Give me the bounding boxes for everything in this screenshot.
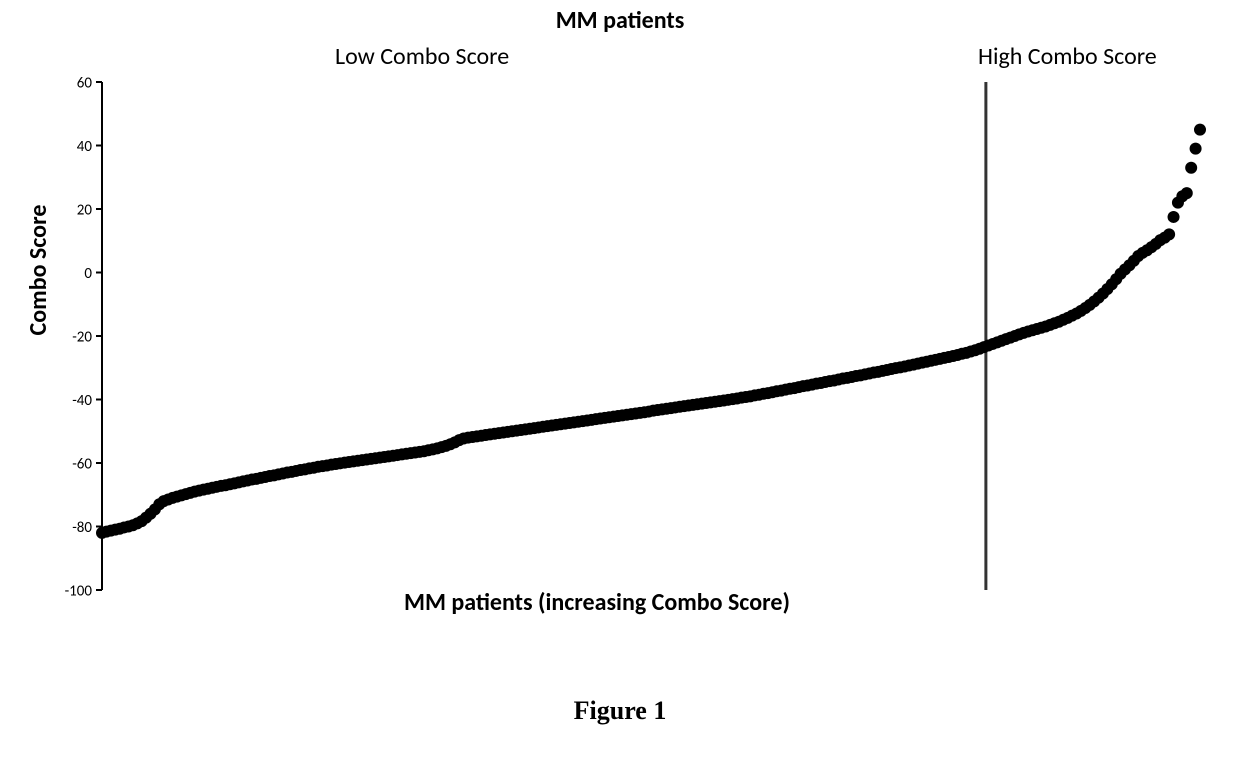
data-point bbox=[1168, 211, 1180, 223]
data-point bbox=[1194, 124, 1206, 136]
y-tick-label: 60 bbox=[77, 74, 93, 92]
y-tick-label: -40 bbox=[72, 392, 92, 410]
y-tick-label: -20 bbox=[72, 328, 92, 346]
data-point bbox=[1190, 143, 1202, 155]
y-tick-label: -100 bbox=[65, 582, 93, 600]
data-point bbox=[1163, 228, 1175, 240]
figure-container: { "chart": { "type": "scatter", "title":… bbox=[0, 0, 1240, 757]
y-tick-label: -60 bbox=[72, 455, 92, 473]
y-tick-label: 0 bbox=[84, 265, 92, 283]
y-tick-label: 20 bbox=[77, 201, 93, 219]
chart-svg: -100 -80 -60 -40 -20 0 20 40 60 bbox=[0, 0, 1240, 757]
y-tick-label: -80 bbox=[72, 519, 92, 537]
y-tick-label: 40 bbox=[77, 138, 93, 156]
data-point bbox=[1181, 187, 1193, 199]
data-point bbox=[1185, 162, 1197, 174]
